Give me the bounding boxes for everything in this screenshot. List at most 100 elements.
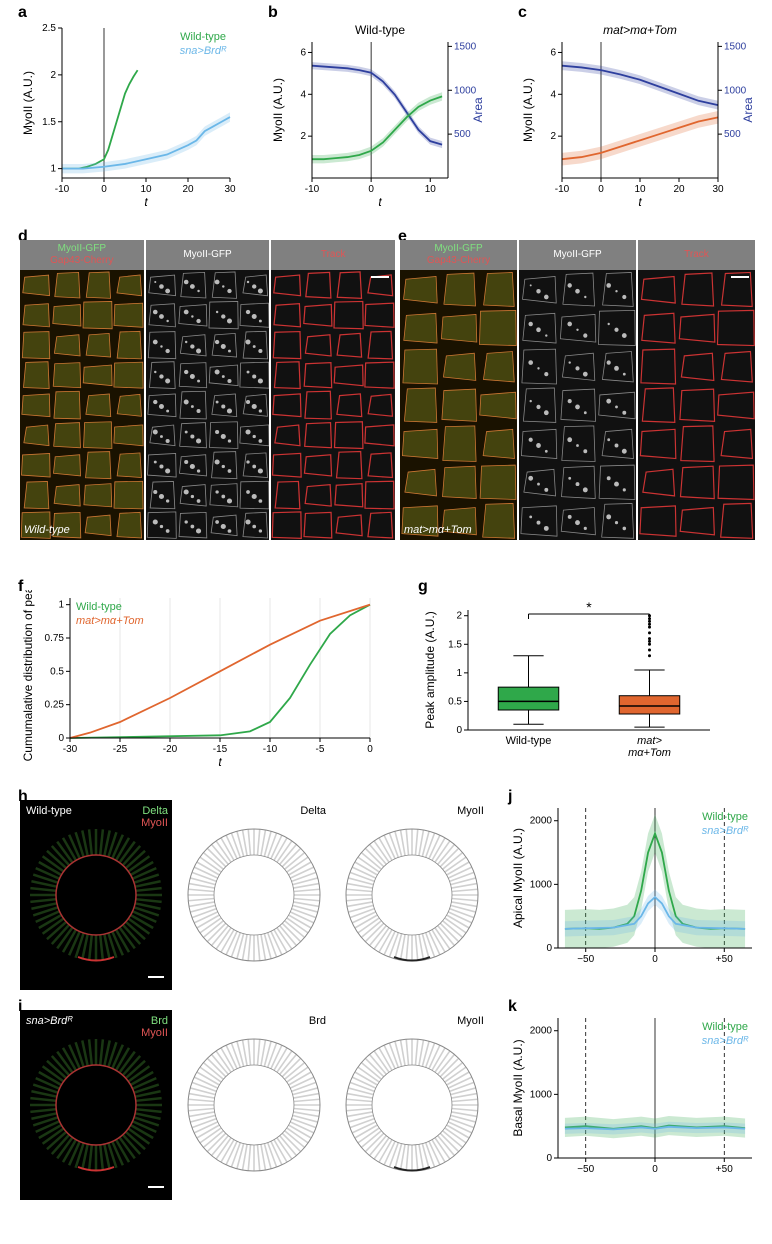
microscopy-subpanel: Track [271,240,395,540]
subpanel-header-label: MyoII-GFP [521,249,634,261]
svg-text:0: 0 [598,184,604,195]
svg-text:20: 20 [673,184,685,195]
svg-text:-30: -30 [63,744,78,755]
svg-text:0.75: 0.75 [45,633,65,644]
svg-text:Apical MyoII (A.U.): Apical MyoII (A.U.) [511,828,525,928]
svg-text:500: 500 [454,129,471,140]
svg-text:0: 0 [101,184,107,195]
svg-text:MyoII: MyoII [457,805,484,817]
chart-c: mat>mα+Tom-10010203024650010001500tMyoII… [520,20,760,210]
svg-text:mat>: mat> [637,735,662,747]
svg-text:1500: 1500 [454,41,477,52]
svg-text:4: 4 [550,89,556,100]
panel-caption: Wild-type [24,524,70,536]
svg-text:*: * [586,599,592,615]
svg-text:2: 2 [456,611,462,622]
panel-d: MyoII-GFPGap43-CherryWild-typeMyoII-GFPT… [20,240,395,560]
svg-text:t: t [218,755,222,769]
panel-caption: mat>mα+Tom [404,524,472,536]
svg-text:Cumumalative distribution of p: Cumumalative distribution of peaks [21,590,35,761]
microscopy-subpanel: MyoII-GFP [146,240,270,540]
svg-text:1.5: 1.5 [42,117,56,128]
svg-text:Wild-type: Wild-type [180,31,226,43]
microscopy-subpanel: MyoII-GFPGap43-Cherry Wild-type [20,240,144,540]
svg-text:30: 30 [712,184,724,195]
svg-text:Basal MyoII (A.U.): Basal MyoII (A.U.) [511,1039,525,1136]
svg-text:MyoII (A.U.): MyoII (A.U.) [521,78,535,142]
svg-text:0: 0 [546,943,552,954]
svg-text:mα+Tom: mα+Tom [628,747,671,759]
row-1: -10010203011.522.5tMyoII (A.U.)Wild-type… [0,10,772,220]
svg-text:sna>Brdᴿ: sna>Brdᴿ [702,825,749,837]
svg-text:Area: Area [741,97,755,123]
panel-i: sna>BrdᴿBrdMyoIIBrdMyoII [20,1010,490,1210]
svg-text:mat>mα+Tom: mat>mα+Tom [76,615,144,627]
svg-text:−50: −50 [577,1164,594,1175]
row-4: Wild-typeDeltaMyoII Delta MyoII sna>Brdᴿ Br… [0,790,772,1220]
svg-text:MyoII: MyoII [141,817,168,829]
svg-text:2: 2 [300,131,306,142]
svg-text:-15: -15 [213,744,228,755]
svg-text:1.5: 1.5 [448,639,462,650]
chart-f: -30-25-20-15-10-5000.250.50.751tCumumala… [20,590,380,770]
row-3: -30-25-20-15-10-5000.250.50.751tCumumala… [0,580,772,780]
svg-text:t: t [378,195,382,209]
svg-text:2: 2 [50,70,56,81]
subpanel-header-label: Gap43-Cherry [402,255,515,267]
subpanel-header-label: Gap43-Cherry [22,255,142,267]
svg-text:-10: -10 [263,744,278,755]
chart-b: Wild-type-1001024650010001500tMyoII (A.U… [270,20,490,210]
svg-text:MyoII: MyoII [141,1027,168,1039]
svg-text:0: 0 [456,725,462,736]
svg-text:0: 0 [546,1153,552,1164]
svg-text:sna>Brdᴿ: sna>Brdᴿ [26,1015,73,1027]
svg-text:Wild-type: Wild-type [76,601,122,613]
svg-text:0.5: 0.5 [50,666,64,677]
svg-text:Delta: Delta [300,805,327,817]
svg-text:−50: −50 [577,954,594,965]
svg-text:sna>Brdᴿ: sna>Brdᴿ [702,1035,749,1047]
svg-text:6: 6 [300,47,306,58]
microscopy-subpanel: MyoII-GFP [519,240,636,540]
embryo-cross-section: Wild-typeDeltaMyoII [20,800,172,990]
svg-text:1000: 1000 [530,1089,553,1100]
svg-text:0: 0 [652,954,658,965]
subpanel-header-label: Track [640,249,753,261]
subpanel-header-label: Track [273,249,393,261]
microscopy-subpanel: Track [638,240,755,540]
embryo-cross-section: Brd [178,1010,330,1200]
svg-text:1: 1 [50,164,56,175]
svg-text:2: 2 [550,131,556,142]
panel-e: MyoII-GFPGap43-Cherrymat>mα+TomMyoII-GFP… [400,240,755,560]
svg-text:1000: 1000 [454,85,477,96]
panel-h: Wild-typeDeltaMyoII Delta MyoII [20,800,490,1000]
embryo-cross-section: MyoII [336,800,488,990]
svg-text:1000: 1000 [724,85,747,96]
svg-text:+50: +50 [716,954,733,965]
microscopy-subpanel: MyoII-GFPGap43-Cherry mat>mα+Tom [400,240,517,540]
svg-text:2000: 2000 [530,816,553,827]
svg-text:2000: 2000 [530,1026,553,1037]
subpanel-header-label: MyoII-GFP [402,243,515,255]
svg-text:0.5: 0.5 [448,696,462,707]
svg-text:-5: -5 [316,744,325,755]
svg-text:sna>Brdᴿ: sna>Brdᴿ [180,45,227,57]
svg-text:-20: -20 [163,744,178,755]
svg-text:-10: -10 [55,184,70,195]
row-2: MyoII-GFPGap43-CherryWild-typeMyoII-GFPT… [0,230,772,570]
scale-bar [731,276,749,278]
svg-text:0: 0 [367,744,373,755]
svg-text:Wild-type: Wild-type [702,811,748,823]
subpanel-header-label: MyoII-GFP [22,243,142,255]
svg-text:0.25: 0.25 [45,700,65,711]
embryo-cross-section: Delta [178,800,330,990]
svg-text:Wild-type: Wild-type [26,805,72,817]
svg-text:t: t [638,195,642,209]
svg-text:MyoII: MyoII [457,1015,484,1027]
svg-text:Wild-type: Wild-type [506,735,552,747]
subpanel-header-label: MyoII-GFP [148,249,268,261]
svg-text:Brd: Brd [309,1015,326,1027]
svg-text:+50: +50 [716,1164,733,1175]
chart-g: 00.511.52Wild-typemat>mα+Tom*Peak amplit… [420,590,720,770]
svg-text:30: 30 [224,184,236,195]
